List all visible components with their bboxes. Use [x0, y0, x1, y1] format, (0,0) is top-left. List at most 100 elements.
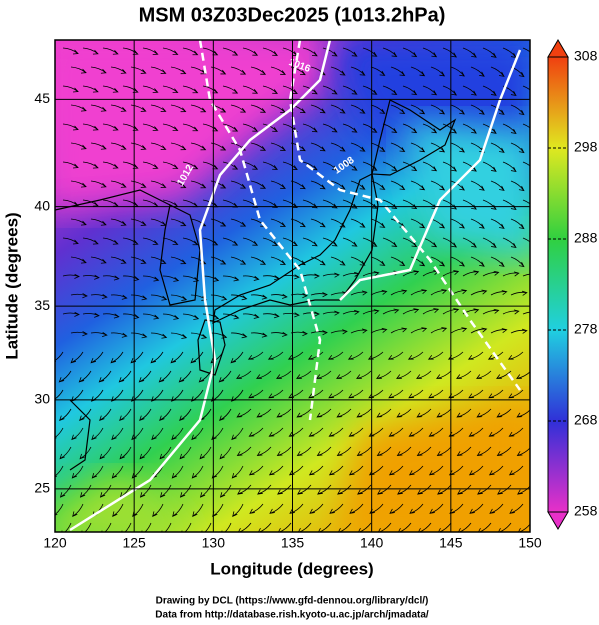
- streamline: [348, 465, 364, 476]
- streamline: [510, 256, 525, 268]
- streamline: [270, 66, 286, 75]
- streamline: [90, 104, 107, 112]
- streamline: [62, 161, 79, 169]
- streamline: [250, 66, 267, 75]
- streamline: [470, 327, 488, 334]
- x-tick-label: 135: [281, 535, 305, 551]
- streamline: [162, 161, 179, 170]
- streamline: [408, 427, 424, 437]
- streamline: [502, 309, 520, 315]
- streamline: [282, 237, 298, 247]
- streamline: [330, 329, 348, 335]
- streamline: [268, 427, 284, 437]
- streamline: [250, 180, 267, 189]
- streamline: [162, 123, 179, 132]
- streamline: [310, 104, 326, 114]
- streamline: [79, 446, 92, 460]
- streamline: [450, 142, 465, 153]
- streamline: [110, 218, 127, 226]
- streamline: [531, 143, 544, 153]
- streamline: [531, 330, 547, 334]
- streamline: [268, 389, 284, 399]
- streamline: [139, 484, 152, 498]
- streamline: [322, 47, 338, 57]
- streamline: [230, 332, 248, 339]
- streamline: [179, 408, 192, 421]
- streamline: [119, 446, 132, 460]
- streamline: [102, 313, 120, 319]
- streamline: [531, 67, 544, 77]
- streamline: [362, 85, 378, 95]
- streamline: [130, 332, 148, 339]
- streamline: [402, 123, 418, 134]
- streamline: [179, 484, 192, 498]
- streamline: [430, 180, 446, 191]
- streamline: [182, 237, 199, 246]
- streamline: [70, 293, 88, 299]
- streamline: [409, 503, 424, 514]
- streamline: [192, 503, 204, 517]
- streamline: [328, 465, 344, 476]
- streamline: [430, 66, 446, 77]
- streamline: [90, 218, 107, 226]
- streamline: [159, 446, 172, 460]
- streamline: [436, 408, 452, 418]
- streamline: [502, 123, 517, 135]
- streamline: [262, 237, 278, 246]
- streamline: [376, 408, 392, 418]
- streamline: [348, 389, 364, 399]
- streamline: [256, 370, 272, 379]
- streamline: [190, 180, 207, 189]
- streamline: [270, 180, 286, 189]
- streamline: [142, 85, 159, 93]
- streamline: [270, 293, 288, 299]
- streamline: [470, 104, 485, 115]
- streamline: [102, 161, 119, 169]
- x-tick-label: 120: [43, 535, 67, 551]
- streamline: [250, 332, 268, 338]
- streamline: [322, 161, 338, 171]
- streamline: [90, 66, 107, 74]
- streamline: [210, 294, 228, 301]
- streamline: [122, 275, 140, 282]
- streamline: [98, 370, 112, 383]
- streamline: [242, 275, 260, 281]
- streamline: [70, 331, 88, 337]
- streamline: [362, 237, 378, 247]
- streamline: [437, 484, 452, 495]
- streamline: [316, 408, 332, 418]
- streamline: [181, 522, 192, 532]
- streamline: [110, 294, 128, 300]
- streamline: [102, 237, 119, 245]
- streamline: [79, 484, 92, 498]
- streamline: [99, 484, 112, 498]
- streamline: [182, 85, 199, 94]
- streamline: [456, 446, 472, 457]
- streamline: [510, 104, 525, 116]
- streamline: [368, 427, 384, 437]
- streamline: [296, 446, 312, 457]
- streamline: [70, 104, 87, 112]
- streamline: [468, 427, 484, 437]
- streamline: [457, 484, 472, 495]
- streamline: [322, 237, 338, 247]
- streamline: [90, 142, 107, 150]
- streamline: [510, 290, 528, 296]
- streamline: [170, 256, 187, 265]
- streamline: [370, 327, 388, 334]
- streamline: [270, 142, 286, 151]
- streamline: [202, 47, 219, 56]
- streamline: [450, 327, 468, 334]
- streamline: [370, 218, 386, 228]
- streamline: [110, 332, 128, 338]
- colorbar-min-arrow: [547, 511, 569, 530]
- streamline: [267, 351, 284, 360]
- streamline: [390, 327, 408, 334]
- streamline: [270, 331, 288, 337]
- streamline: [119, 408, 132, 421]
- streamline: [270, 256, 286, 265]
- streamline: [490, 142, 505, 153]
- streamline: [62, 85, 79, 93]
- streamline: [222, 85, 239, 94]
- streamline: [470, 218, 485, 229]
